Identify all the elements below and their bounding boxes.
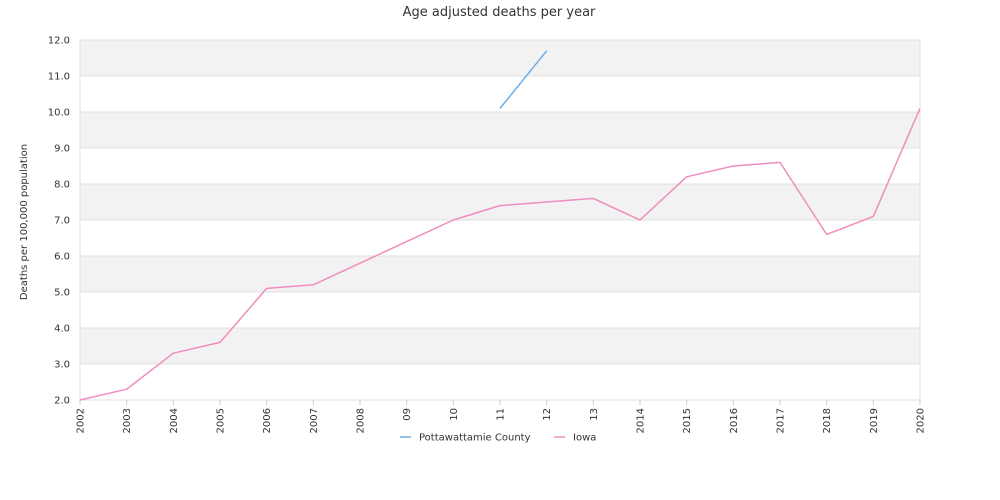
x-tick-label: 2005 xyxy=(216,408,227,433)
x-tick-label: 2004 xyxy=(169,408,180,433)
x-tick-label: 13 xyxy=(589,408,600,421)
x-tick-label: 2003 xyxy=(122,408,133,433)
y-tick-label: 10.0 xyxy=(48,108,70,119)
x-tick-label: 12 xyxy=(542,408,553,421)
series-line-iowa xyxy=(79,108,921,401)
y-tick-label: 6.0 xyxy=(54,252,70,263)
chart-title: Age adjusted deaths per year xyxy=(403,5,596,20)
x-tick-label: 2018 xyxy=(822,408,833,433)
y-tick-label: 2.0 xyxy=(54,396,70,407)
x-tick-label: 09 xyxy=(402,408,413,421)
legend: Pottawattamie County Iowa xyxy=(400,433,596,444)
x-tick-label: 2020 xyxy=(916,408,927,433)
plot-band xyxy=(80,328,920,364)
y-tick-label: 11.0 xyxy=(48,72,70,83)
legend-label: Pottawattamie County xyxy=(419,433,531,444)
y-tick-label: 12.0 xyxy=(48,36,70,47)
x-tick-label: 2008 xyxy=(356,408,367,433)
x-tick-label: 2006 xyxy=(262,408,273,433)
x-tick-label: 2014 xyxy=(636,408,647,433)
y-tick-label: 3.0 xyxy=(54,360,70,371)
y-tick-label: 4.0 xyxy=(54,324,70,335)
x-axis-ticks: 2002 2003 2004 2005 2006 2007 2008 09 10 11 12 13 20… xyxy=(76,400,927,433)
x-tick-label: 2016 xyxy=(729,408,740,433)
x-tick-label: 2019 xyxy=(869,408,880,433)
y-tick-label: 5.0 xyxy=(54,288,70,299)
plot-band xyxy=(80,40,920,76)
plot-band xyxy=(80,256,920,292)
x-tick-label: 2017 xyxy=(776,408,787,433)
x-tick-label: 2007 xyxy=(309,408,320,433)
x-tick-label: 2015 xyxy=(682,408,693,433)
x-tick-label: 10 xyxy=(449,408,460,421)
y-tick-label: 9.0 xyxy=(54,144,70,155)
y-tick-label: 7.0 xyxy=(54,216,70,227)
gridlines xyxy=(79,39,921,401)
plot-band xyxy=(80,184,920,220)
y-axis-ticks: 2.0 3.0 4.0 5.0 6.0 7.0 8.0 9.0 10.0 11.0 12.0 xyxy=(48,36,70,407)
series-lines xyxy=(79,50,921,401)
series-line-pottawattamie-county xyxy=(499,50,548,109)
plot-bands xyxy=(80,40,920,364)
y-tick-label: 8.0 xyxy=(54,180,70,191)
legend-label: Iowa xyxy=(573,433,596,444)
x-tick-label: 11 xyxy=(496,408,507,421)
y-axis-label: Deaths per 100,000 population xyxy=(19,144,30,300)
plot-band xyxy=(80,112,920,148)
x-tick-label: 2002 xyxy=(76,408,87,433)
